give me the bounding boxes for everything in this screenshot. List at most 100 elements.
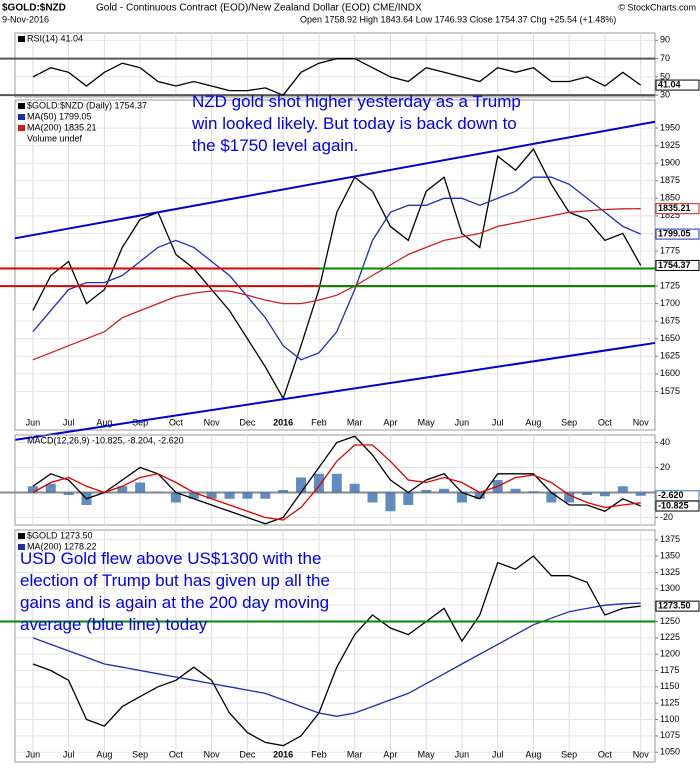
x-tick-label: Nov [204, 417, 221, 427]
histogram-bar [582, 492, 593, 495]
histogram-bar [421, 490, 432, 493]
y-tick-label: 1725 [660, 280, 680, 290]
series-line [32, 555, 641, 747]
legend-swatch [18, 125, 25, 131]
y-tick-label: 70 [660, 53, 670, 63]
x-tick-label: Aug [525, 417, 541, 427]
legend-entry: $GOLD 1273.50 [27, 530, 93, 540]
histogram-bar [456, 492, 467, 503]
value-label: 1754.37 [658, 260, 691, 270]
x-tick-label: Jul [63, 417, 75, 427]
x-tick-label: Jun [26, 417, 41, 427]
x-tick-label: Oct [169, 749, 184, 759]
trend-line [14, 341, 656, 441]
x-tick-label: Apr [383, 749, 397, 759]
y-tick-label: 90 [660, 35, 670, 45]
x-tick-label: Jun [455, 417, 470, 427]
y-tick-label: 1375 [660, 534, 680, 544]
histogram-bar [188, 492, 199, 499]
x-tick-label: Aug [525, 749, 541, 759]
x-tick-label: 2016 [273, 749, 293, 759]
value-label: 1799.05 [658, 228, 691, 238]
y-tick-label: 1575 [660, 386, 680, 396]
legend-entry: MA(200) 1835.21 [27, 122, 97, 132]
value-label: -2.620 [658, 490, 684, 500]
x-tick-label: Sep [561, 417, 577, 427]
histogram-bar [313, 473, 324, 493]
x-tick-label: Nov [633, 417, 650, 427]
annotation: average (blue line) today [20, 615, 208, 634]
legend-text: MACD(12,26,9) -10.825, -8.204, -2.620 [27, 435, 184, 445]
panel-frame [14, 434, 656, 526]
annotation: USD Gold flew above US$1300 with the [20, 549, 321, 568]
value-label-box [655, 259, 700, 271]
value-label-box [655, 79, 700, 91]
y-tick-label: 1225 [660, 632, 680, 642]
y-tick-label: 1700 [660, 298, 680, 308]
legend-swatch [18, 103, 25, 109]
histogram-bar [242, 492, 253, 499]
annotation: gains and is again at the 200 day moving [20, 593, 329, 612]
x-tick-label: Oct [598, 417, 613, 427]
y-tick-label: 1900 [660, 158, 680, 168]
series-line [32, 444, 641, 521]
histogram-bar [510, 488, 521, 493]
histogram-bar [135, 482, 146, 493]
quote: Open 1758.92 High 1843.64 Low 1746.93 Cl… [300, 14, 616, 24]
y-tick-label: 30 [660, 90, 670, 100]
x-tick-label: Oct [169, 417, 184, 427]
y-tick-label: 1600 [660, 368, 680, 378]
x-tick-label: Apr [383, 417, 397, 427]
x-tick-label: Mar [347, 417, 363, 427]
x-tick-label: Oct [598, 749, 613, 759]
x-tick-label: Dec [239, 417, 256, 427]
histogram-bar [439, 488, 450, 493]
legend-swatch [18, 114, 25, 120]
y-tick-label: 40 [660, 437, 670, 447]
series-line [32, 147, 642, 400]
plot-area [0, 435, 655, 525]
x-tick-label: Jul [492, 417, 504, 427]
y-tick-label: 1050 [660, 747, 680, 757]
x-tick-label: May [418, 417, 436, 427]
panel-frame [14, 529, 656, 763]
y-tick-label: 1625 [660, 351, 680, 361]
y-tick-label: 1175 [660, 665, 679, 675]
x-tick-label: Mar [347, 749, 363, 759]
x-tick-label: Aug [96, 749, 112, 759]
x-tick-label: May [418, 749, 436, 759]
y-tick-label: -20 [660, 512, 673, 522]
histogram-bar [117, 486, 128, 493]
y-tick-label: 1075 [660, 730, 680, 740]
annotation: NZD gold shot higher yesterday as a Trum… [192, 92, 521, 111]
x-tick-label: Feb [311, 417, 327, 427]
histogram-bar [206, 492, 217, 499]
panel-frame [14, 99, 656, 431]
annotation: the $1750 level again. [192, 136, 358, 155]
value-label-box [655, 500, 700, 512]
histogram-bar [224, 492, 235, 499]
plot-area [0, 33, 655, 97]
series-line [32, 602, 641, 717]
histogram-bar [474, 492, 485, 499]
x-tick-label: Sep [132, 749, 148, 759]
histogram-bar [564, 492, 575, 503]
x-tick-label: Sep [132, 417, 148, 427]
histogram-bar [635, 492, 646, 496]
legend-note: Volume undef [27, 133, 83, 143]
x-tick-label: Jul [492, 749, 504, 759]
y-tick-label: 1250 [660, 616, 680, 626]
histogram-bar [403, 492, 414, 505]
x-tick-label: Sep [561, 749, 577, 759]
y-tick-label: 1300 [660, 583, 680, 593]
histogram-bar [599, 492, 610, 497]
series-line [32, 57, 642, 96]
y-tick-label: 1925 [660, 140, 680, 150]
y-tick-label: 1650 [660, 333, 680, 343]
x-tick-label: Jun [26, 749, 41, 759]
x-tick-label: Nov [204, 749, 221, 759]
y-tick-label: 1325 [660, 567, 680, 577]
legend-entry: $GOLD:$NZD (Daily) 1754.37 [27, 100, 147, 110]
histogram-bar [153, 492, 164, 493]
trend-line [14, 120, 656, 240]
